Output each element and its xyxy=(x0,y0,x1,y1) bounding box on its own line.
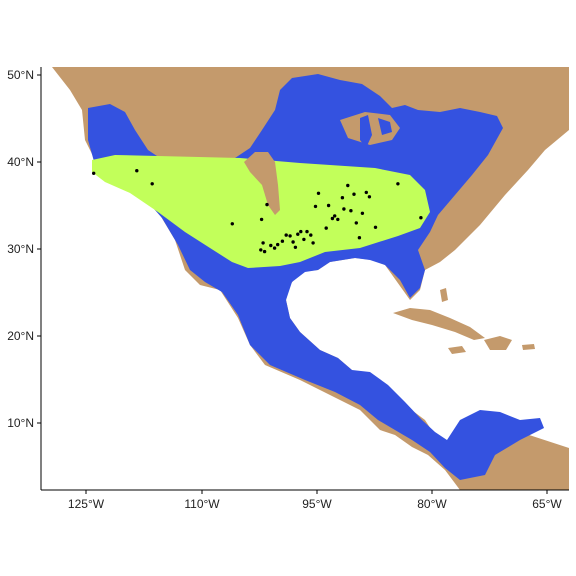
map-layers xyxy=(52,67,569,490)
highlighted-region-layer xyxy=(92,155,430,268)
occurrence-point xyxy=(342,207,346,211)
land-hispaniola xyxy=(484,336,512,350)
land-great-plains-wedge xyxy=(244,152,280,215)
land-jamaica xyxy=(448,346,466,354)
occurrence-point xyxy=(293,245,298,249)
y-axis-ticks: 50°N 40°N 30°N 20°N 10°N xyxy=(7,68,41,430)
occurrence-point xyxy=(330,216,335,221)
occurrence-point xyxy=(305,229,309,234)
land-cuba xyxy=(393,308,485,340)
occurrence-point xyxy=(336,217,340,222)
y-tick-label: 40°N xyxy=(7,155,34,169)
occurrence-point xyxy=(262,249,267,254)
y-tick-label: 10°N xyxy=(7,416,34,430)
occurrence-point xyxy=(373,225,378,229)
x-tick-label: 95°W xyxy=(302,497,332,511)
occurrence-point xyxy=(150,182,154,186)
occurrence-point xyxy=(360,211,365,215)
axes: 50°N 40°N 30°N 20°N 10°N 125°W 110°W 95°… xyxy=(7,67,569,511)
occurrence-point xyxy=(364,190,368,195)
occurrence-point xyxy=(313,204,318,209)
occurrence-point xyxy=(349,209,353,213)
x-tick-label: 65°W xyxy=(532,497,562,511)
occurrence-point xyxy=(316,191,321,195)
occurrence-point xyxy=(259,248,263,252)
land-puerto-rico xyxy=(522,344,535,350)
occurrence-point xyxy=(276,242,280,247)
occurrence-point xyxy=(419,216,423,220)
occurrence-point xyxy=(261,241,265,245)
x-tick-label: 80°W xyxy=(417,497,447,511)
occurrence-point xyxy=(324,226,328,230)
occurrence-point xyxy=(280,239,285,243)
occurrence-point xyxy=(284,233,288,237)
occurrence-point xyxy=(352,192,356,196)
occurrence-point xyxy=(340,196,345,200)
occurrence-point xyxy=(309,233,313,237)
x-tick-label: 110°W xyxy=(184,497,220,511)
occurrence-point xyxy=(346,183,350,188)
occurrence-point xyxy=(367,195,372,199)
lake-layer xyxy=(360,115,392,148)
occurrence-point xyxy=(354,221,358,225)
occurrence-point xyxy=(302,237,306,242)
occurrence-point xyxy=(299,229,303,234)
lake-michigan xyxy=(360,115,372,148)
x-tick-label: 125°W xyxy=(68,497,105,511)
occurrence-point xyxy=(288,234,292,238)
y-tick-label: 30°N xyxy=(7,242,34,256)
occurrence-point xyxy=(272,246,277,250)
occurrence-point xyxy=(265,202,269,207)
occurrence-point xyxy=(269,243,273,248)
land-bahamas xyxy=(440,288,448,302)
y-tick-label: 20°N xyxy=(7,329,34,343)
x-axis-ticks: 125°W 110°W 95°W 80°W 65°W xyxy=(68,490,562,511)
lake-huron xyxy=(378,118,392,135)
occurrence-point xyxy=(326,203,331,208)
occurrence-point xyxy=(230,222,234,226)
y-tick-label: 50°N xyxy=(7,68,34,82)
occurrence-point xyxy=(333,214,337,218)
occurrence-point xyxy=(135,169,139,173)
occurrence-point xyxy=(291,240,295,244)
occurrence-points-layer xyxy=(92,169,423,254)
occurrence-point xyxy=(259,217,264,222)
occurrence-point xyxy=(311,241,315,245)
occurrence-point xyxy=(296,232,300,236)
occurrence-point xyxy=(357,236,362,240)
occurrence-point xyxy=(92,171,96,175)
occurrence-point xyxy=(396,182,400,186)
